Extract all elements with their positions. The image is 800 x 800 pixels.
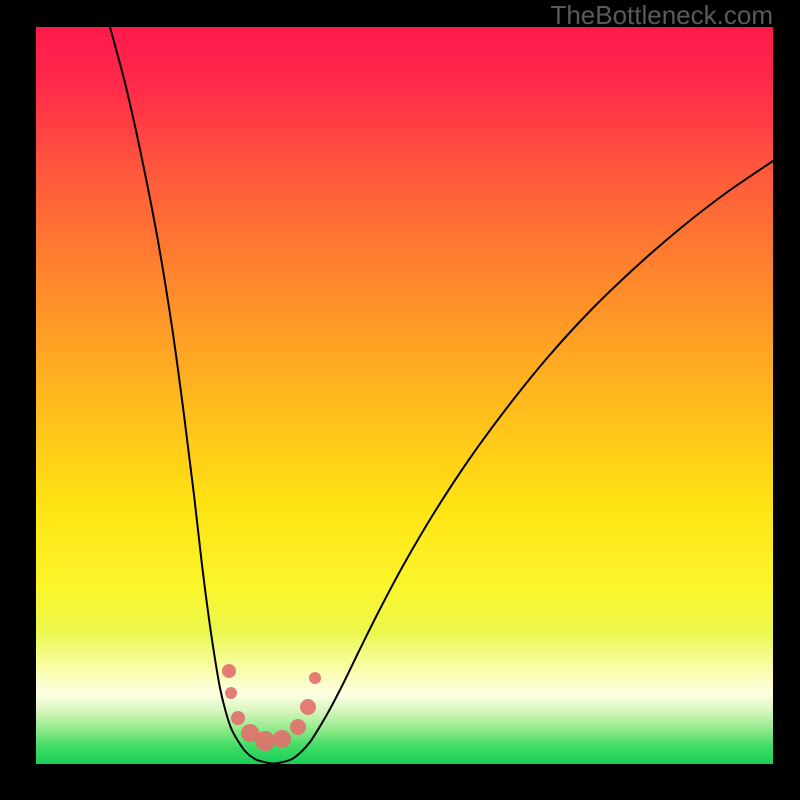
plot-area (36, 27, 773, 764)
marker-dot (255, 731, 275, 751)
curve-overlay (36, 27, 773, 764)
marker-dot (273, 730, 291, 748)
marker-dot (225, 687, 237, 699)
marker-dot (222, 664, 236, 678)
marker-dot (231, 711, 245, 725)
marker-dot (309, 672, 321, 684)
marker-dot (290, 719, 306, 735)
outer-frame: TheBottleneck.com (0, 0, 800, 800)
bottleneck-curve (110, 27, 773, 764)
watermark-text: TheBottleneck.com (550, 0, 773, 31)
marker-dot (300, 699, 316, 715)
